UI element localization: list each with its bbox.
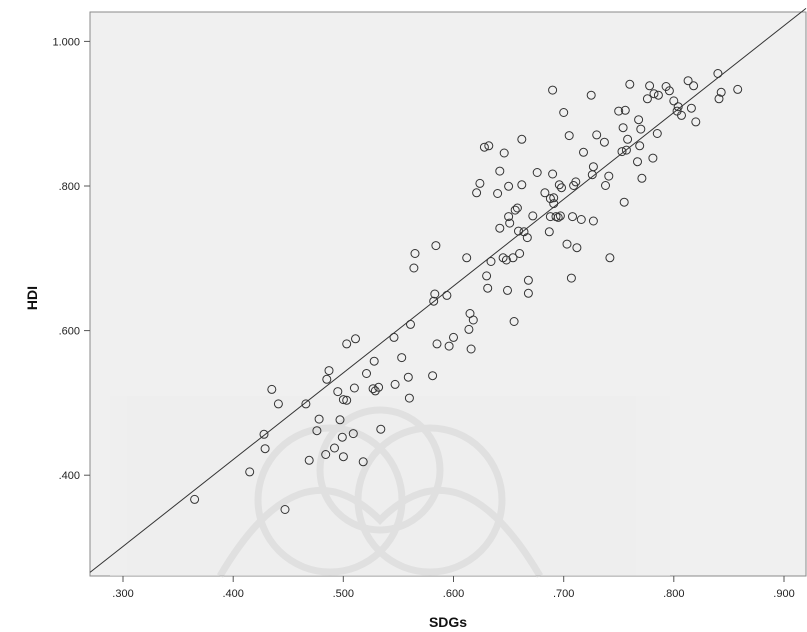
x-axis: .300 .400 .500 .600 .700 .800 .900: [112, 576, 794, 600]
x-tick-label: .900: [773, 588, 794, 600]
watermark-panel: [110, 396, 670, 576]
y-tick-label: .600: [59, 326, 80, 338]
y-axis-title: HDI: [24, 286, 40, 310]
watermark-ornament: [110, 396, 670, 576]
y-axis: .400 .600 .800 1.000: [52, 36, 90, 482]
x-tick-label: .300: [112, 588, 133, 600]
x-tick-label: .400: [222, 588, 243, 600]
x-tick-label: .800: [663, 588, 684, 600]
y-tick-label: .800: [59, 181, 80, 193]
y-tick-label: 1.000: [52, 36, 80, 48]
x-tick-label: .700: [553, 588, 574, 600]
x-tick-label: .600: [443, 588, 464, 600]
x-axis-title: SDGs: [429, 614, 467, 630]
y-tick-label: .400: [59, 470, 80, 482]
x-tick-label: .500: [333, 588, 354, 600]
